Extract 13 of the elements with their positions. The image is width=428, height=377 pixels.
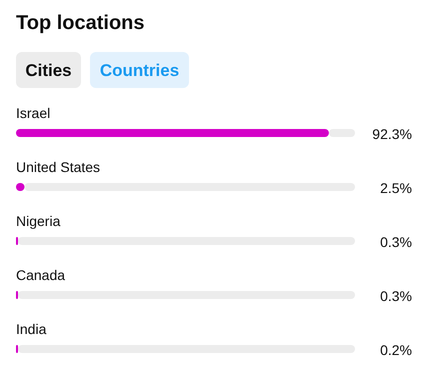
y-tick-label: United States bbox=[16, 159, 100, 175]
y-tick-label: Nigeria bbox=[16, 213, 61, 229]
data-label: 0.2% bbox=[380, 342, 412, 358]
data-label: 0.3% bbox=[380, 288, 412, 304]
y-tick-label: India bbox=[16, 321, 47, 337]
data-label: 2.5% bbox=[380, 180, 412, 196]
y-tick-label: Canada bbox=[16, 267, 66, 283]
chart-title: Top locations bbox=[16, 12, 145, 34]
text: Cities bbox=[25, 61, 72, 80]
data-label: 92.3% bbox=[372, 126, 412, 142]
data-label: 0.3% bbox=[380, 234, 412, 250]
text: Countries bbox=[100, 61, 180, 80]
y-tick-label: Israel bbox=[16, 105, 50, 121]
